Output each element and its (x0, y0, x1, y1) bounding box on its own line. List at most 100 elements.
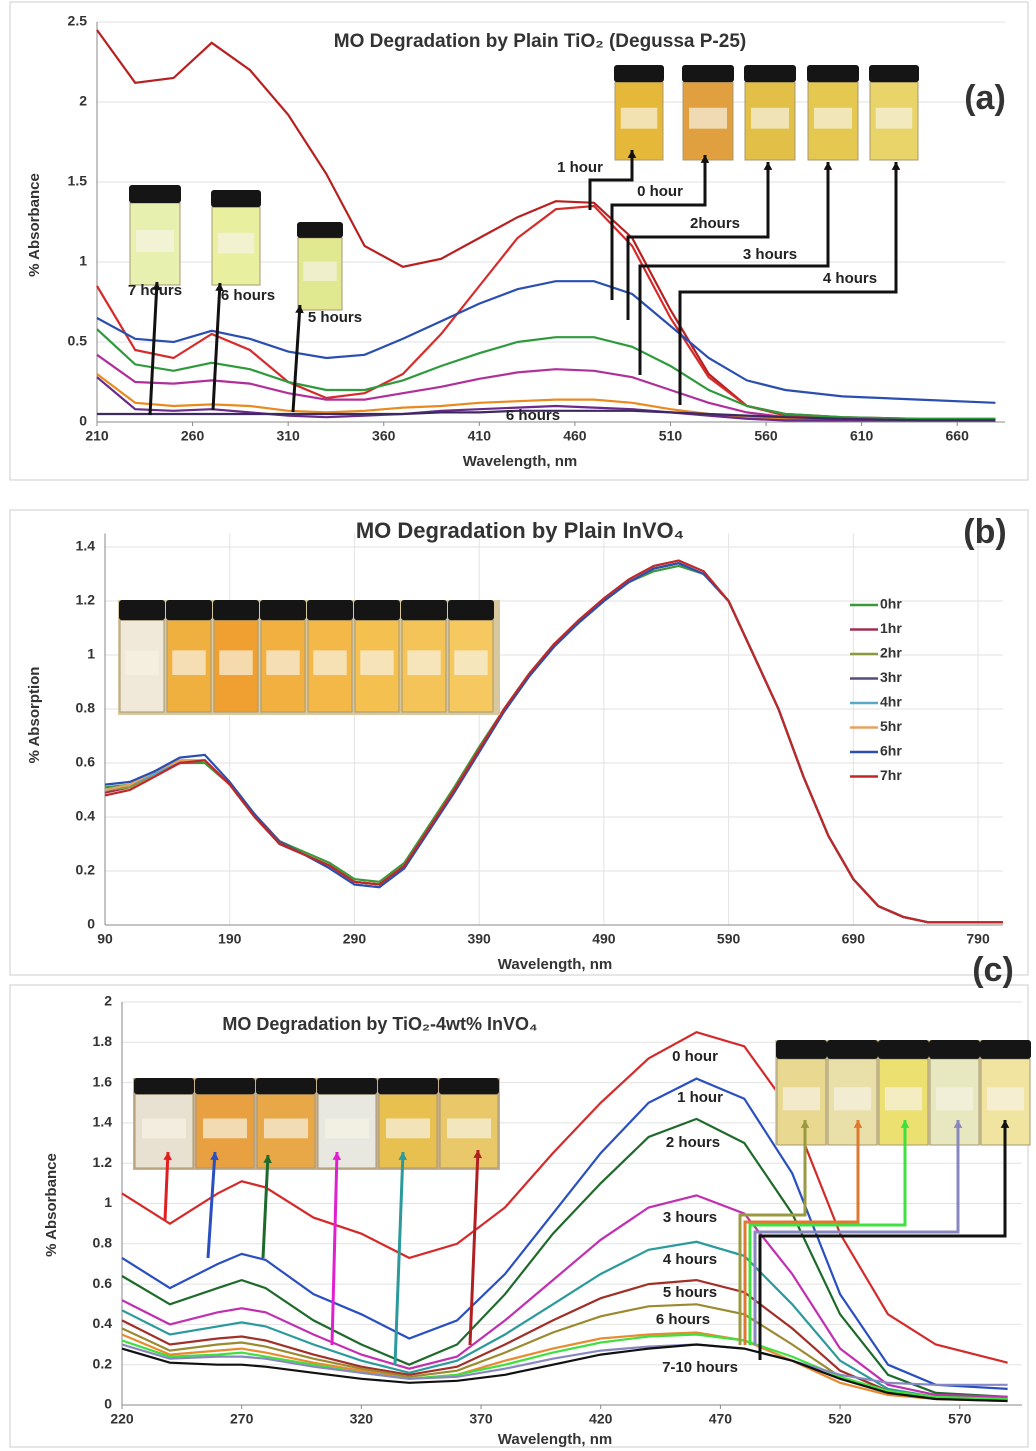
panel-label: (b) (963, 513, 1006, 551)
vial-cap (260, 600, 306, 620)
y-tick-label: 1.2 (93, 1154, 113, 1170)
vial-cap (307, 600, 353, 620)
x-tick-label: 320 (350, 1411, 374, 1427)
x-tick-label: 510 (659, 428, 683, 444)
x-axis-title: Wavelength, nm (463, 453, 577, 470)
y-tick-label: 1 (104, 1194, 112, 1210)
vial-cap (317, 1078, 377, 1094)
x-tick-label: 210 (85, 428, 109, 444)
x-tick-label: 370 (469, 1411, 493, 1427)
y-tick-label: 0 (104, 1396, 112, 1412)
x-tick-label: 410 (468, 428, 492, 444)
x-tick-label: 610 (850, 428, 874, 444)
annotation: 5 hours (663, 1284, 717, 1301)
y-tick-label: 0.2 (76, 862, 96, 878)
y-tick-label: 0 (79, 413, 87, 429)
chart-title: MO Degradation by TiO₂-4wt% InVO₄ (222, 1014, 537, 1034)
vial-label (936, 1087, 973, 1110)
vial-label (203, 1119, 247, 1139)
vial-cap (195, 1078, 255, 1094)
x-tick-label: 490 (592, 931, 616, 947)
vial-label (751, 108, 789, 129)
vial-label (447, 1119, 491, 1139)
x-tick-label: 190 (218, 931, 242, 947)
y-tick-label: 0.8 (76, 700, 96, 716)
y-tick-label: 2.5 (68, 13, 88, 29)
vial-label (218, 233, 254, 254)
vial-label (454, 650, 487, 675)
vial-cap (448, 600, 494, 620)
annotation: 4 hours (663, 1251, 717, 1268)
x-tick-label: 310 (276, 428, 300, 444)
vial-cap (878, 1040, 929, 1059)
annotation: 0 hour (637, 183, 683, 200)
annotation: 2 hours (666, 1134, 720, 1151)
x-tick-label: 560 (754, 428, 778, 444)
x-tick-label: 360 (372, 428, 396, 444)
vial-label (876, 108, 912, 129)
x-tick-label: 460 (563, 428, 587, 444)
x-tick-label: 270 (230, 1411, 254, 1427)
vial-label (386, 1119, 430, 1139)
y-tick-label: 0.8 (93, 1235, 113, 1251)
vial-cap (211, 190, 261, 207)
vial-cap (378, 1078, 438, 1094)
annotation: 6 hours (506, 407, 560, 424)
vial-label (266, 650, 299, 675)
annotation: 5 hours (308, 309, 362, 326)
y-tick-label: 0.4 (76, 808, 96, 824)
y-tick-label: 1.6 (93, 1073, 113, 1089)
vial-label (360, 650, 393, 675)
y-tick-label: 0.5 (68, 333, 88, 349)
legend-label: 6hr (880, 743, 902, 759)
y-tick-label: 1.4 (93, 1114, 113, 1130)
vial-label (325, 1119, 369, 1139)
x-tick-label: 470 (709, 1411, 733, 1427)
y-tick-label: 0.6 (76, 754, 96, 770)
vial-label (814, 108, 852, 129)
vial-label (219, 650, 252, 675)
vial-cap (827, 1040, 878, 1059)
x-tick-label: 220 (110, 1411, 134, 1427)
annotation: 0 hour (672, 1048, 718, 1065)
panel-frame (10, 510, 1028, 975)
y-axis-title: % Absorption (26, 667, 43, 764)
x-tick-label: 90 (97, 931, 113, 947)
legend-label: 5hr (880, 718, 902, 734)
vial-cap (869, 65, 919, 82)
vial-label (264, 1119, 308, 1139)
x-tick-label: 790 (966, 931, 990, 947)
vial-cap (297, 222, 343, 238)
vial-label (834, 1087, 871, 1110)
vial-cap (213, 600, 259, 620)
figure: 00.511.522.52102603103604104605105606106… (0, 0, 1036, 1451)
annotation: 3 hours (663, 1209, 717, 1226)
vial-cap (129, 185, 181, 203)
vial-cap (980, 1040, 1031, 1059)
x-tick-label: 590 (717, 931, 741, 947)
y-tick-label: 0.2 (93, 1355, 113, 1371)
y-tick-label: 0.6 (93, 1275, 113, 1291)
annotation: 1 hour (677, 1089, 723, 1106)
vial-cap (807, 65, 859, 82)
legend-label: 0hr (880, 596, 902, 612)
vial-label (125, 650, 158, 675)
x-tick-label: 660 (946, 428, 970, 444)
vial-cap (682, 65, 734, 82)
vial-label (689, 108, 727, 129)
x-axis-title: Wavelength, nm (498, 1431, 612, 1448)
vial-cap (354, 600, 400, 620)
y-tick-label: 0.4 (93, 1315, 113, 1331)
vial-cap (929, 1040, 980, 1059)
vial-cap (776, 1040, 827, 1059)
vial-cap (744, 65, 796, 82)
vial-cap (614, 65, 664, 82)
panel-label: (a) (964, 79, 1006, 117)
x-tick-label: 390 (467, 931, 491, 947)
y-tick-label: 2 (104, 993, 112, 1009)
legend-label: 7hr (880, 767, 902, 783)
vial-cap (256, 1078, 316, 1094)
vial-cap (439, 1078, 499, 1094)
annotation: 1 hour (557, 159, 603, 176)
x-tick-label: 420 (589, 1411, 613, 1427)
